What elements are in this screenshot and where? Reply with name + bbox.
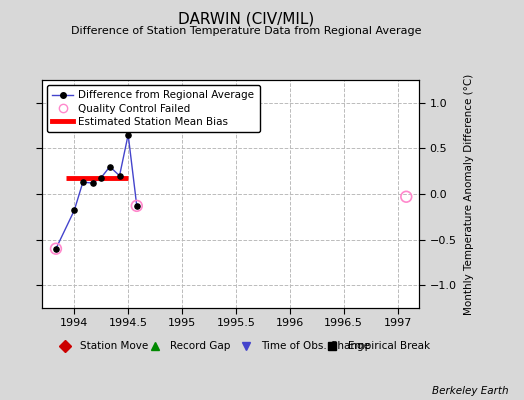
Text: Station Move: Station Move	[80, 341, 148, 351]
Point	[52, 246, 60, 252]
Point	[79, 179, 87, 185]
Text: Difference of Station Temperature Data from Regional Average: Difference of Station Temperature Data f…	[71, 26, 421, 36]
Text: DARWIN (CIV/MIL): DARWIN (CIV/MIL)	[178, 12, 314, 27]
Text: Berkeley Earth: Berkeley Earth	[432, 386, 508, 396]
Point	[133, 203, 141, 209]
Point	[133, 203, 141, 209]
Text: Record Gap: Record Gap	[170, 341, 231, 351]
Legend: Difference from Regional Average, Quality Control Failed, Estimated Station Mean: Difference from Regional Average, Qualit…	[47, 85, 259, 132]
Point	[52, 246, 60, 252]
Y-axis label: Monthly Temperature Anomaly Difference (°C): Monthly Temperature Anomaly Difference (…	[464, 73, 474, 315]
Point	[70, 207, 79, 214]
Point	[124, 132, 133, 138]
Text: Empirical Break: Empirical Break	[347, 341, 430, 351]
Point	[402, 194, 410, 200]
Text: Time of Obs. Change: Time of Obs. Change	[261, 341, 370, 351]
Point	[97, 174, 105, 181]
Point	[106, 164, 114, 170]
Point	[115, 172, 124, 179]
Point	[89, 180, 97, 186]
